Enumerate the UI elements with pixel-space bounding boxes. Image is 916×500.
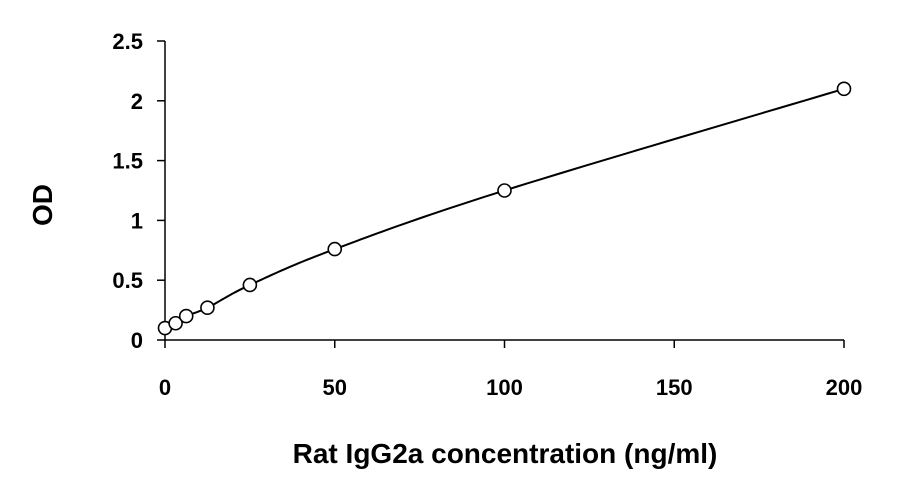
y-axis-title: OD <box>27 184 58 226</box>
data-point <box>497 183 512 198</box>
x-tick-label: 150 <box>656 375 693 400</box>
x-tick-label: 200 <box>826 375 863 400</box>
x-axis: 0 50 100 150 200 <box>159 339 863 400</box>
fit-curve <box>164 87 845 329</box>
fit-curve-group <box>164 87 845 329</box>
data-point <box>242 277 258 293</box>
data-point <box>836 81 852 97</box>
y-tick-label: 1 <box>131 208 143 233</box>
data-point <box>327 241 343 257</box>
y-tick-label: 0 <box>131 328 143 353</box>
y-axis: 0 0.5 1 1.5 2 2.5 <box>112 29 166 353</box>
x-tick-label: 100 <box>486 375 523 400</box>
x-tick-label: 50 <box>323 375 347 400</box>
x-tick-label: 0 <box>159 375 171 400</box>
y-tick-label: 2.5 <box>112 29 143 54</box>
data-point <box>200 300 215 316</box>
data-points <box>157 81 852 336</box>
y-tick-label: 1.5 <box>112 149 143 174</box>
data-point <box>168 315 183 331</box>
x-axis-title: Rat IgG2a concentration (ng/ml) <box>293 438 718 469</box>
y-tick-label: 2 <box>131 89 143 114</box>
y-tick-label: 0.5 <box>112 268 143 293</box>
data-point <box>178 308 194 324</box>
